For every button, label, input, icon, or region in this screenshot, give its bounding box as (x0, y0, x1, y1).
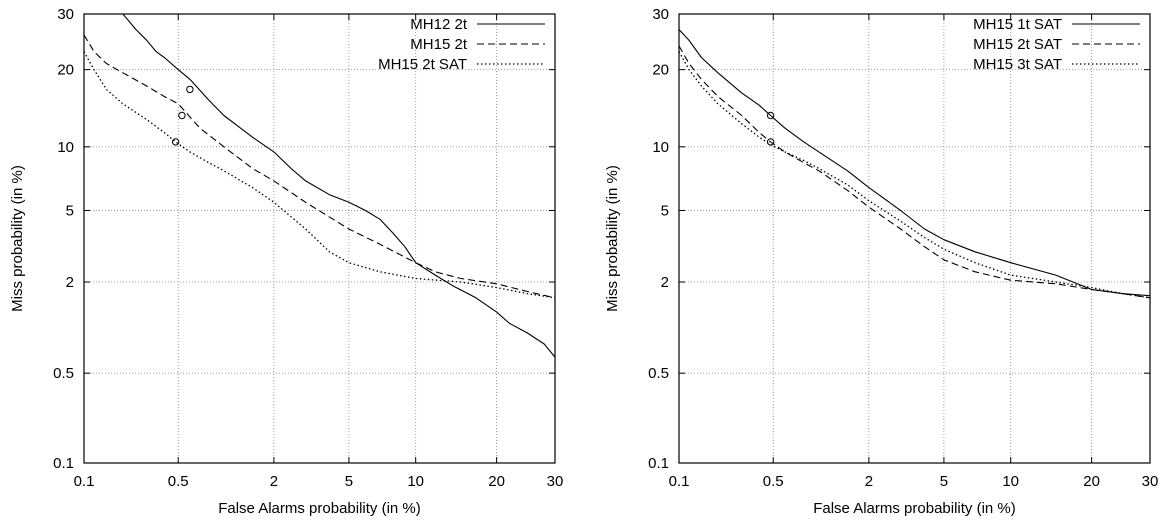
chart2-ytick-label: 5 (661, 202, 669, 219)
chart1-xtick-label: 10 (407, 473, 424, 490)
chart1-x-axis-title: False Alarms probability (in %) (218, 500, 421, 517)
chart2-ytick-label: 0.5 (648, 365, 669, 382)
chart1-legend-label-2: MH15 2t (410, 36, 468, 53)
det-chart-left: 0.1 0.5 2 5 10 20 30 0.1 0.5 2 5 10 20 30 False Alarms… (9, 6, 563, 517)
chart1-plot-frame (83, 13, 556, 464)
det-chart-right: 0.1 0.5 2 5 10 20 30 0.1 0.5 2 5 10 20 30 False Alarms… (604, 6, 1158, 517)
chart2-legend-label-2: MH15 2t SAT (973, 36, 1062, 53)
chart2-x-axis-title: False Alarms probability (in %) (813, 500, 1016, 517)
chart2-xtick-label: 2 (865, 473, 873, 490)
chart2-plot-frame (678, 13, 1151, 464)
chart1-ytick-label: 30 (57, 6, 74, 23)
chart2-ytick-label: 2 (661, 274, 669, 291)
chart1-ytick-label: 0.1 (53, 455, 74, 472)
chart1-ytick-label: 2 (66, 274, 74, 291)
chart2-legend-label-1: MH15 1t SAT (973, 16, 1062, 33)
chart1-series-1-operating-point (186, 85, 194, 94)
chart2-xtick-label: 20 (1083, 473, 1100, 490)
chart1-xtick-label: 0.5 (168, 473, 189, 490)
chart1-ytick-label: 20 (57, 62, 74, 79)
chart1-xtick-label: 2 (270, 473, 278, 490)
chart2-series-1-operating-point (766, 111, 775, 120)
chart2-series-2-curve (678, 45, 1151, 299)
chart2-ytick-label: 20 (652, 62, 669, 79)
chart1-series-2-curve (83, 34, 556, 299)
chart2-xtick-label: 5 (940, 473, 948, 490)
chart1-y-axis-title: Miss probability (in %) (9, 165, 26, 312)
chart1-legend-label-3: MH15 2t SAT (378, 56, 467, 73)
chart2-ytick-label: 10 (652, 139, 669, 156)
chart1-xtick-label: 0.1 (74, 473, 95, 490)
chart1-series-3-operating-point (171, 138, 180, 146)
chart1-ytick-label: 10 (57, 139, 74, 156)
chart1-series-2-operating-point (178, 111, 186, 120)
chart2-series-3-curve (678, 51, 1151, 299)
chart2-xtick-label: 30 (1142, 473, 1159, 490)
chart2-series-1-curve (678, 29, 1151, 297)
chart1-series-3-curve (83, 51, 556, 299)
chart2-legend-label-3: MH15 3t SAT (973, 56, 1062, 73)
chart1-xtick-label: 20 (488, 473, 505, 490)
chart2-xtick-label: 10 (1002, 473, 1019, 490)
chart2-xtick-label: 0.1 (669, 473, 690, 490)
chart1-legend-label-1: MH12 2t (410, 16, 468, 33)
chart2-y-axis-title: Miss probability (in %) (604, 165, 621, 312)
chart1-xtick-label: 5 (345, 473, 353, 490)
chart1-ytick-label: 5 (66, 202, 74, 219)
chart2-xtick-label: 0.5 (763, 473, 784, 490)
chart1-series-1-curve (122, 13, 556, 358)
chart2-ytick-label: 0.1 (648, 455, 669, 472)
chart1-ytick-label: 0.5 (53, 365, 74, 382)
chart1-xtick-label: 30 (547, 473, 564, 490)
chart2-ytick-label: 30 (652, 6, 669, 23)
